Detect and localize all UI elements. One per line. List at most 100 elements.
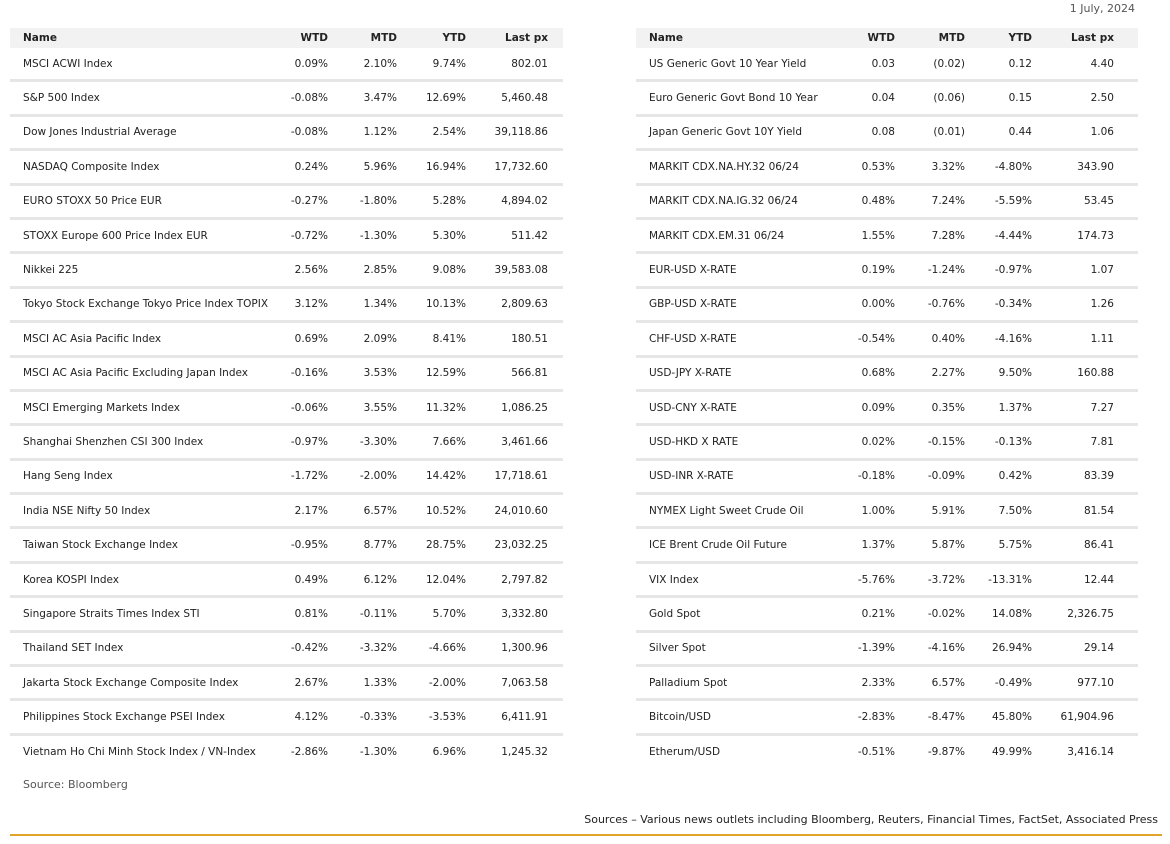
table-row: Shanghai Shenzhen CSI 300 Index -0.97% -3.… [10,426,563,461]
cell-value: 1.55% [861,229,895,242]
table-row: NASDAQ Composite Index 0.24% 5.96% 16.94% 17… [10,151,563,186]
table-row: USD-JPY X-RATE 0.68% 2.27% 9.50% 160.88 [636,358,1138,392]
cell-value: 26.94% [991,642,1032,655]
cell-value: 1.33% [363,676,397,689]
cell-value: -5.59% [994,195,1032,208]
cell-value: -0.54% [857,332,895,345]
cell-value: -2.00% [428,676,466,689]
column-header: Last px [1071,32,1114,44]
cell-value: 7,063.58 [501,676,548,689]
cell-value: 4.12% [294,711,328,724]
cell-value: 0.49% [294,573,328,586]
cell-value: 1,086.25 [501,401,548,414]
cell-value: -4.16% [927,642,965,655]
cell-value: 1,245.32 [501,745,548,758]
table-row: ICE Brent Crude Oil Future 1.37% 5.87% 5.75… [636,529,1138,564]
table-row: USD-INR X-RATE -0.18% -0.09% 0.42% 83.39 [636,461,1138,496]
cell-value: 2.67% [294,676,328,689]
cell-value: 3.53% [363,367,397,380]
cell-value: 2.50 [1090,92,1114,105]
cell-value: -2.83% [857,711,895,724]
cell-value: 10.13% [425,298,466,311]
row-name: Tokyo Stock Exchange Tokyo Price Index T… [23,298,269,311]
cell-value: 0.15 [1008,92,1032,105]
column-header: MTD [938,32,965,44]
cell-value: 5.96% [363,160,397,173]
table-row: STOXX Europe 600 Price Index EUR -0.72% -1… [10,220,563,255]
cell-value: (0.02) [933,57,965,70]
cell-value: -0.51% [857,745,895,758]
cell-value: 3,332.80 [501,607,548,620]
cell-value: 0.02% [861,435,895,448]
row-name: USD-INR X-RATE [649,470,734,483]
column-header: Last px [505,32,548,44]
cell-value: 0.42% [998,470,1032,483]
row-name: Singapore Straits Times Index STI [23,607,200,620]
table-row: Singapore Straits Times Index STI 0.81% -0… [10,598,563,633]
cell-value: -2.86% [290,745,328,758]
cell-value: 2.54% [432,126,466,139]
row-name: MARKIT CDX.NA.HY.32 06/24 [649,160,799,173]
cell-value: -5.76% [857,573,895,586]
cell-value: 7.24% [931,195,965,208]
footer: Sources – Various news outlets including… [584,813,1158,826]
table-row: EURO STOXX 50 Price EUR -0.27% -1.80% 5.28%… [10,186,563,220]
cell-value: 9.08% [432,264,466,277]
cell-value: 0.69% [294,332,328,345]
cell-value: 1.12% [363,126,397,139]
cell-value: 0.44 [1008,126,1032,139]
row-name: MSCI AC Asia Pacific Index [23,332,162,345]
row-name: Jakarta Stock Exchange Composite Index [23,676,239,689]
table-row: MSCI ACWI Index 0.09% 2.10% 9.74% 802.01 [10,48,563,83]
row-name: USD-HKD X RATE [649,435,739,448]
cell-value: 2.17% [294,504,328,517]
cell-value: 5.30% [432,229,466,242]
cell-value: 1.07 [1090,264,1114,277]
cell-value: 7.28% [931,229,965,242]
cell-value: -0.13% [994,435,1032,448]
table-row: USD-HKD X RATE 0.02% -0.15% -0.13% 7.81 [636,426,1138,461]
cell-value: 9.50% [998,367,1032,380]
table-row: VIX Index -5.76% -3.72% -13.31% 12.44 [636,564,1138,599]
cell-value: -0.06% [290,401,328,414]
table: Name WTD MTD YTD Last px US Generic Govt 10 Y… [636,28,1138,767]
cell-value: 17,718.61 [494,470,548,483]
table-row: Thailand SET Index -0.42% -3.32% -4.66% 1,30… [10,633,563,668]
cell-value: -0.97% [290,435,328,448]
cell-value: 12.59% [425,367,466,380]
cell-value: -1.30% [359,745,397,758]
cell-value: -0.42% [290,642,328,655]
cell-value: 0.03 [871,57,895,70]
table-row: Jakarta Stock Exchange Composite Index 2.… [10,667,563,702]
cell-value: 6,411.91 [501,711,548,724]
table-row: GBP-USD X-RATE 0.00% -0.76% -0.34% 1.26 [636,289,1138,324]
table-row: MSCI Emerging Markets Index -0.06% 3.55% 11… [10,392,563,427]
cell-value: 12.04% [425,573,466,586]
cell-value: 0.04 [871,92,895,105]
cell-value: 12.69% [425,92,466,105]
row-name: EURO STOXX 50 Price EUR [23,195,162,208]
cell-value: -0.08% [290,92,328,105]
cell-value: 5.87% [931,539,965,552]
cell-value: 160.88 [1077,367,1114,380]
cell-value: 1.37% [861,539,895,552]
cell-value: 53.45 [1083,195,1114,208]
cell-value: 2.85% [363,264,397,277]
cell-value: 3.32% [931,160,965,173]
cell-value: (0.01) [933,126,965,139]
row-name: Philippines Stock Exchange PSEI Index [23,711,225,724]
cell-value: 61,904.96 [1060,711,1114,724]
table-row: USD-CNY X-RATE 0.09% 0.35% 1.37% 7.27 [636,392,1138,427]
row-name: VIX Index [649,573,699,586]
cell-value: 5,460.48 [501,92,548,105]
row-name: USD-CNY X-RATE [649,401,737,414]
cell-value: 0.81% [294,607,328,620]
cell-value: 4,894.02 [501,195,548,208]
cell-value: -1.39% [857,642,895,655]
cell-value: 343.90 [1077,160,1114,173]
row-name: S&P 500 Index [23,92,100,105]
row-name: US Generic Govt 10 Year Yield [649,57,807,70]
table-row: MARKIT CDX.NA.HY.32 06/24 0.53% 3.32% -4.80… [636,151,1138,186]
cell-value: -0.76% [927,298,965,311]
